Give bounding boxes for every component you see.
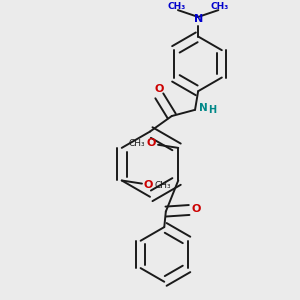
Text: CH₃: CH₃ [211, 2, 229, 11]
Text: N: N [199, 103, 208, 113]
Text: H: H [208, 105, 216, 115]
Text: O: O [144, 180, 153, 190]
Text: CH₃: CH₃ [128, 139, 145, 148]
Text: CH₃: CH₃ [155, 181, 172, 190]
Text: O: O [154, 84, 164, 94]
Text: O: O [191, 204, 201, 214]
Text: CH₃: CH₃ [167, 2, 185, 11]
Text: O: O [147, 138, 156, 148]
Text: N: N [194, 14, 203, 24]
